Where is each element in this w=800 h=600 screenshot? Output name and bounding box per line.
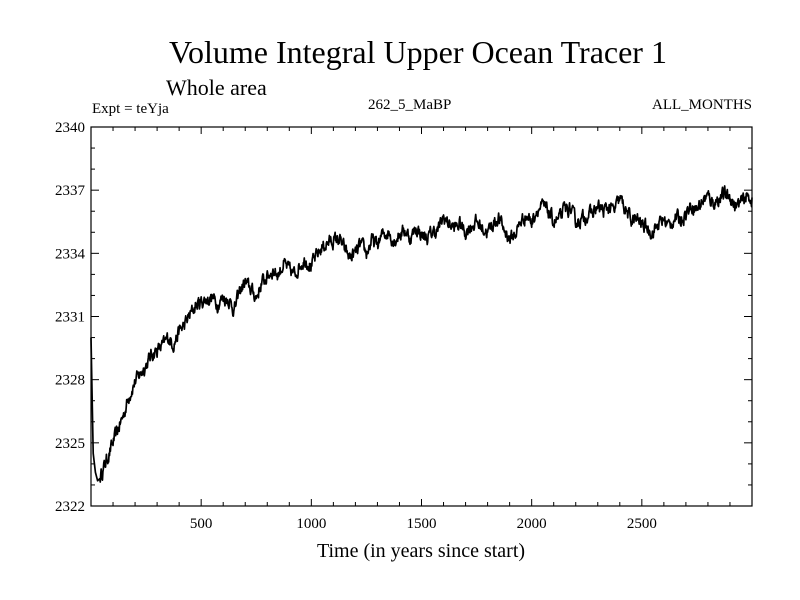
y-tick-label: 2334 <box>55 246 86 262</box>
x-tick-label: 2000 <box>517 516 547 532</box>
series-line-tracer-1 <box>90 185 753 483</box>
x-axis-label: Time (in years since start) <box>317 540 525 562</box>
y-tick-label: 2331 <box>55 310 85 326</box>
x-tick-label: 1000 <box>296 516 326 532</box>
chart-subtitle: Whole area <box>166 75 267 100</box>
tick-labels: 500 1000 1500 2000 2500 2322 2325 2328 2331 2334 2… <box>55 120 657 532</box>
y-tick-label: 2337 <box>55 183 86 199</box>
months-label: ALL_MONTHS <box>652 97 752 113</box>
y-tick-label: 2340 <box>55 120 85 136</box>
y-tick-label: 2328 <box>55 373 85 389</box>
x-tick-label: 500 <box>190 516 213 532</box>
y-tick-label: 2325 <box>55 436 85 452</box>
x-tick-label: 1500 <box>407 516 437 532</box>
x-tick-label: 2500 <box>627 516 657 532</box>
y-tick-label: 2322 <box>55 499 85 515</box>
run-label: 262_5_MaBP <box>368 97 451 113</box>
plot-frame <box>90 126 753 507</box>
experiment-label: Expt = teYja <box>92 101 169 117</box>
chart-title: Volume Integral Upper Ocean Tracer 1 <box>169 34 667 70</box>
